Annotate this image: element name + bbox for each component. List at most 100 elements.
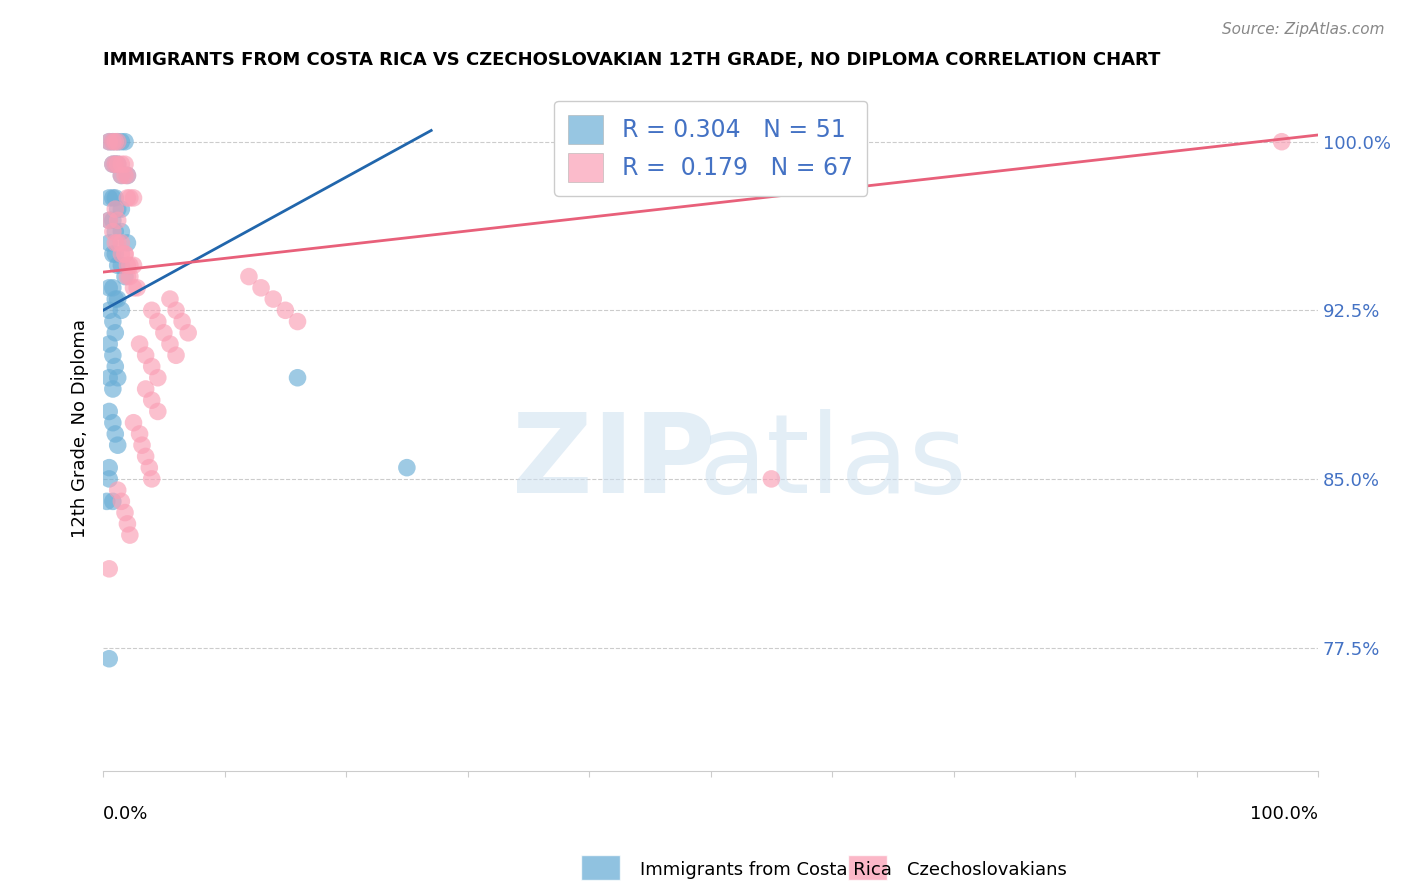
- Point: [98, 191, 121, 205]
- Point: [104, 247, 127, 261]
- Point: [114, 247, 136, 261]
- Point: [101, 382, 124, 396]
- Point: [101, 225, 124, 239]
- Point: [101, 213, 124, 227]
- Point: [110, 169, 132, 183]
- Point: [98, 213, 121, 227]
- Point: [135, 450, 157, 464]
- Point: [114, 506, 136, 520]
- Point: [395, 460, 418, 475]
- Point: [98, 213, 121, 227]
- Point: [141, 393, 163, 408]
- Point: [165, 348, 187, 362]
- Point: [122, 281, 145, 295]
- Point: [177, 326, 200, 340]
- Point: [761, 472, 783, 486]
- Point: [104, 191, 127, 205]
- Point: [122, 416, 145, 430]
- Point: [101, 314, 124, 328]
- Point: [110, 157, 132, 171]
- Point: [98, 303, 121, 318]
- Point: [110, 235, 132, 250]
- Text: ZIP: ZIP: [512, 409, 716, 516]
- Point: [127, 281, 149, 295]
- Point: [107, 370, 129, 384]
- Point: [101, 281, 124, 295]
- Point: [118, 269, 141, 284]
- Point: [141, 359, 163, 374]
- Point: [101, 348, 124, 362]
- Point: [287, 370, 309, 384]
- Point: [159, 337, 181, 351]
- Point: [98, 281, 121, 295]
- Point: [107, 202, 129, 216]
- Point: [141, 303, 163, 318]
- Point: [107, 157, 129, 171]
- Point: [250, 281, 273, 295]
- Point: [117, 269, 139, 284]
- Point: [110, 303, 132, 318]
- Point: [104, 292, 127, 306]
- Point: [98, 370, 121, 384]
- Point: [98, 562, 121, 576]
- Point: [98, 651, 121, 665]
- Point: [107, 438, 129, 452]
- Point: [110, 225, 132, 239]
- Point: [96, 494, 118, 508]
- Point: [110, 135, 132, 149]
- Point: [98, 135, 121, 149]
- Point: [104, 202, 127, 216]
- Point: [117, 258, 139, 272]
- Point: [98, 235, 121, 250]
- Point: [131, 438, 153, 452]
- Point: [238, 269, 260, 284]
- Point: [138, 460, 160, 475]
- Point: [117, 169, 139, 183]
- Point: [1271, 135, 1294, 149]
- Point: [165, 303, 187, 318]
- Point: [110, 494, 132, 508]
- Point: [98, 460, 121, 475]
- Point: [107, 235, 129, 250]
- Point: [101, 247, 124, 261]
- Text: 0.0%: 0.0%: [103, 805, 149, 823]
- Legend: R = 0.304   N = 51, R =  0.179   N = 67: R = 0.304 N = 51, R = 0.179 N = 67: [554, 101, 868, 196]
- Point: [118, 528, 141, 542]
- Point: [128, 337, 150, 351]
- Point: [146, 404, 169, 418]
- Point: [153, 326, 176, 340]
- Text: Source: ZipAtlas.com: Source: ZipAtlas.com: [1222, 22, 1385, 37]
- Point: [101, 157, 124, 171]
- Point: [98, 404, 121, 418]
- Point: [101, 135, 124, 149]
- Point: [101, 416, 124, 430]
- Point: [110, 202, 132, 216]
- Point: [104, 225, 127, 239]
- Point: [122, 258, 145, 272]
- Point: [98, 337, 121, 351]
- Point: [104, 326, 127, 340]
- Point: [101, 135, 124, 149]
- Point: [110, 258, 132, 272]
- Point: [107, 258, 129, 272]
- Point: [107, 135, 129, 149]
- FancyBboxPatch shape: [581, 855, 620, 880]
- Point: [107, 292, 129, 306]
- Point: [104, 157, 127, 171]
- Point: [122, 191, 145, 205]
- Point: [110, 169, 132, 183]
- Point: [274, 303, 297, 318]
- Point: [135, 382, 157, 396]
- Point: [117, 191, 139, 205]
- Point: [117, 169, 139, 183]
- Point: [114, 269, 136, 284]
- Point: [118, 191, 141, 205]
- Text: Immigrants from Costa Rica: Immigrants from Costa Rica: [640, 861, 891, 879]
- Point: [135, 348, 157, 362]
- Point: [118, 258, 141, 272]
- Point: [114, 135, 136, 149]
- Point: [141, 472, 163, 486]
- Text: 100.0%: 100.0%: [1250, 805, 1319, 823]
- Point: [146, 314, 169, 328]
- Point: [104, 235, 127, 250]
